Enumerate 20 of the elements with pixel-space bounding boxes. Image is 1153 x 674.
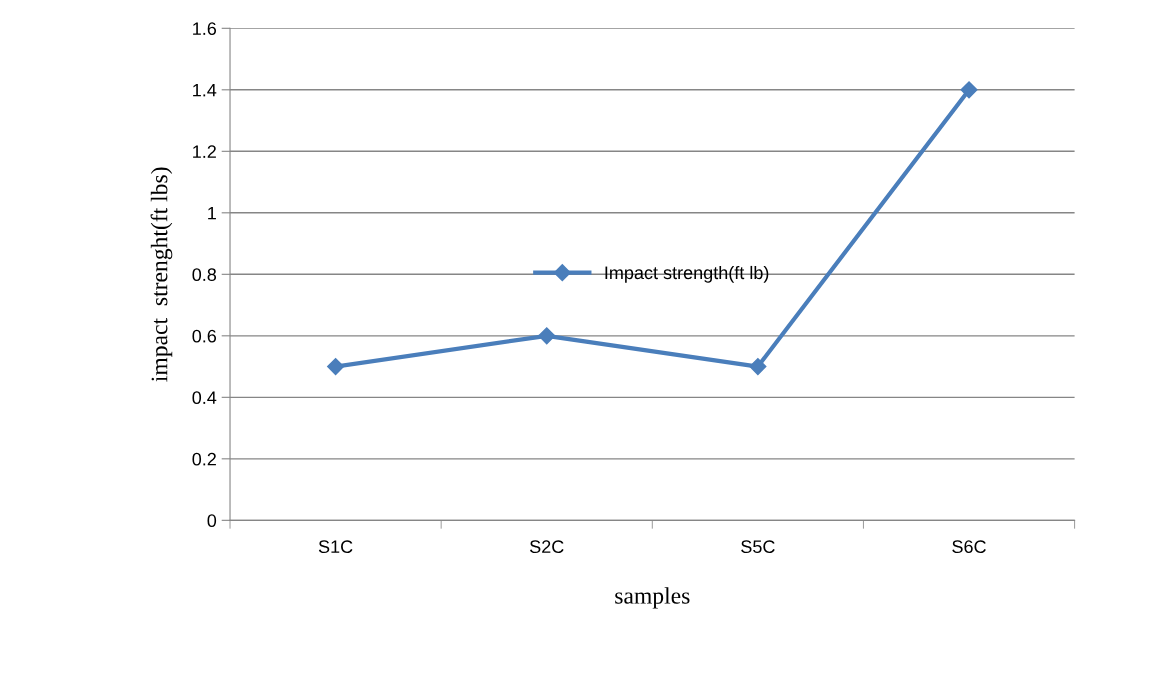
x-axis-title: samples (615, 587, 690, 609)
point (538, 327, 556, 345)
y-tick-label: 0.8 (192, 268, 217, 282)
y-tick-label: 0.4 (192, 391, 217, 405)
x-tick-label: S5C (741, 540, 775, 554)
x-tick-label: S1C (318, 540, 353, 554)
y-tick-label: 1.2 (193, 145, 216, 158)
y-tick-label: 1 (208, 206, 216, 220)
point (749, 358, 767, 376)
y-tick-label: 0.2 (192, 452, 216, 466)
y-tick-label: 1.6 (193, 22, 217, 36)
point (327, 358, 345, 376)
y-axis-title: impact strenght(ft lbs) (150, 167, 173, 382)
y-tick-label: 0 (207, 514, 217, 528)
x-tick-label: S6C (952, 540, 986, 554)
y-tick-label: 1.4 (193, 83, 217, 97)
y-tick-label: 0.6 (192, 329, 217, 343)
legend-label: Impact strength(ft lb) (605, 265, 769, 283)
x-tick-label: S2C (530, 540, 564, 554)
point (960, 81, 978, 99)
